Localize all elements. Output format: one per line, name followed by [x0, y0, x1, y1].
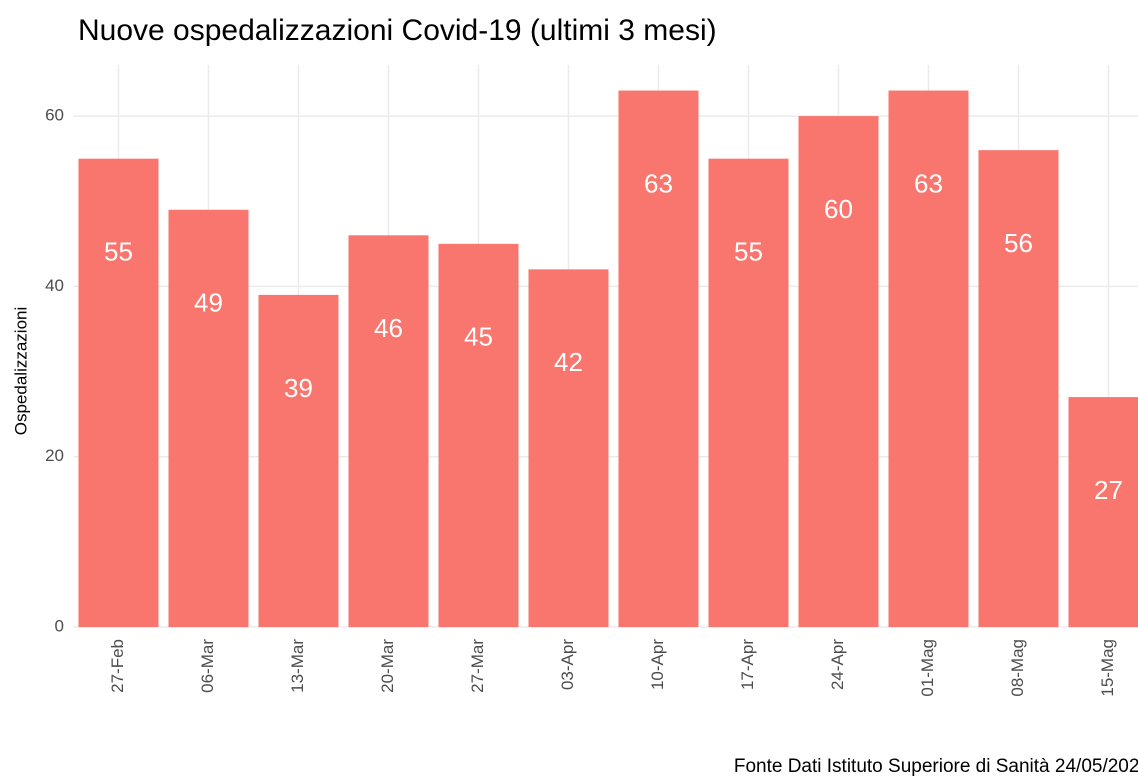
bar — [528, 269, 609, 627]
bar — [798, 116, 879, 627]
data-label: 46 — [374, 313, 403, 343]
x-tick-label: 20-Mar — [378, 639, 397, 693]
bar — [1068, 397, 1138, 627]
y-tick-label: 60 — [45, 106, 64, 125]
bar — [618, 90, 699, 627]
y-tick-label: 20 — [45, 446, 64, 465]
x-tick-label: 15-Mag — [1098, 639, 1117, 697]
data-label: 56 — [1004, 228, 1033, 258]
data-label: 60 — [824, 194, 853, 224]
data-label: 55 — [734, 237, 763, 267]
data-label: 63 — [914, 168, 943, 198]
x-tick-label: 27-Feb — [108, 639, 127, 693]
x-tick-label: 01-Mag — [918, 639, 937, 697]
data-label: 55 — [104, 237, 133, 267]
y-tick-label: 0 — [55, 616, 64, 635]
x-tick-label: 08-Mag — [1008, 639, 1027, 697]
chart-title: Nuove ospedalizzazioni Covid-19 (ultimi … — [78, 14, 717, 47]
bar — [438, 243, 519, 627]
caption: Fonte Dati Istituto Superiore di Sanità … — [734, 756, 1138, 777]
x-tick-label: 13-Mar — [288, 639, 307, 693]
y-axis-title: Ospedalizzazioni — [11, 307, 30, 436]
bar — [168, 209, 249, 627]
data-label: 39 — [284, 373, 313, 403]
data-label: 42 — [554, 347, 583, 377]
y-tick-label: 40 — [45, 276, 64, 295]
data-label: 45 — [464, 322, 493, 352]
x-tick-label: 24-Apr — [828, 639, 847, 690]
bar — [348, 235, 429, 627]
data-label: 49 — [194, 288, 223, 318]
data-label: 27 — [1094, 475, 1123, 505]
data-label: 63 — [644, 168, 673, 198]
x-tick-label: 10-Apr — [648, 639, 667, 690]
x-tick-label: 06-Mar — [198, 639, 217, 693]
bar — [708, 158, 789, 627]
bar — [78, 158, 159, 627]
x-tick-label: 27-Mar — [468, 639, 487, 693]
bar — [258, 294, 339, 627]
bar — [888, 90, 969, 627]
x-tick-label: 17-Apr — [738, 639, 757, 690]
x-tick-label: 03-Apr — [558, 639, 577, 690]
bar — [978, 150, 1059, 627]
